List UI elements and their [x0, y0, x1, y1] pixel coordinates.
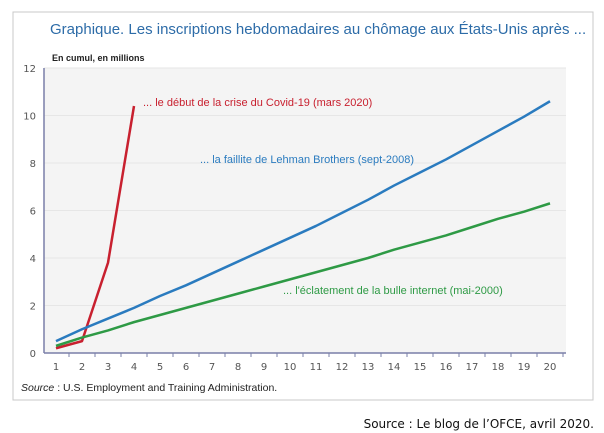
series-line-2: [55, 202, 551, 348]
x-tick-label: 4: [131, 362, 137, 373]
chart-source: Source : U.S. Employment and Training Ad…: [21, 382, 277, 394]
x-tick-label: 1: [53, 362, 59, 373]
source-text: : U.S. Employment and Training Administr…: [54, 382, 277, 394]
x-tick-label: 18: [492, 362, 505, 373]
x-tick-label: 15: [414, 362, 427, 373]
legend-bulle: ... l'éclatement de la bulle internet (m…: [283, 285, 503, 297]
y-axis-label: En cumul, en millions: [52, 53, 145, 63]
x-tick-label: 13: [362, 362, 375, 373]
x-tick-label: 8: [235, 362, 241, 373]
x-tick-label: 5: [157, 362, 163, 373]
x-tick-label: 14: [388, 362, 401, 373]
source-label: Source: [21, 382, 54, 394]
y-tick-label: 4: [30, 254, 36, 265]
legend-covid: ... le début de la crise du Covid-19 (ma…: [143, 97, 372, 109]
x-tick-label: 9: [261, 362, 267, 373]
legend-lehman: ... la faillite de Lehman Brothers (sept…: [200, 154, 414, 166]
x-tick-label: 12: [336, 362, 349, 373]
x-tick-label: 11: [310, 362, 323, 373]
page-source: Source : Le blog de l’OFCE, avril 2020.: [364, 417, 594, 431]
x-tick-label: 2: [79, 362, 85, 373]
y-tick-label: 0: [30, 349, 36, 360]
y-tick-label: 6: [30, 207, 36, 218]
y-tick-label: 12: [23, 64, 36, 75]
x-tick-label: 10: [284, 362, 297, 373]
series-line-0: [55, 105, 136, 350]
y-tick-label: 8: [30, 159, 36, 170]
x-tick-label: 7: [209, 362, 215, 373]
y-tick-label: 2: [30, 302, 36, 313]
x-tick-label: 6: [183, 362, 189, 373]
x-tick-label: 19: [518, 362, 531, 373]
x-tick-label: 17: [466, 362, 479, 373]
y-tick-label: 10: [23, 112, 36, 123]
x-tick-label: 20: [544, 362, 557, 373]
series-line-1: [55, 100, 551, 343]
x-tick-label: 16: [440, 362, 453, 373]
chart-title: Graphique. Les inscriptions hebdomadaire…: [50, 21, 586, 38]
x-tick-label: 3: [105, 362, 111, 373]
